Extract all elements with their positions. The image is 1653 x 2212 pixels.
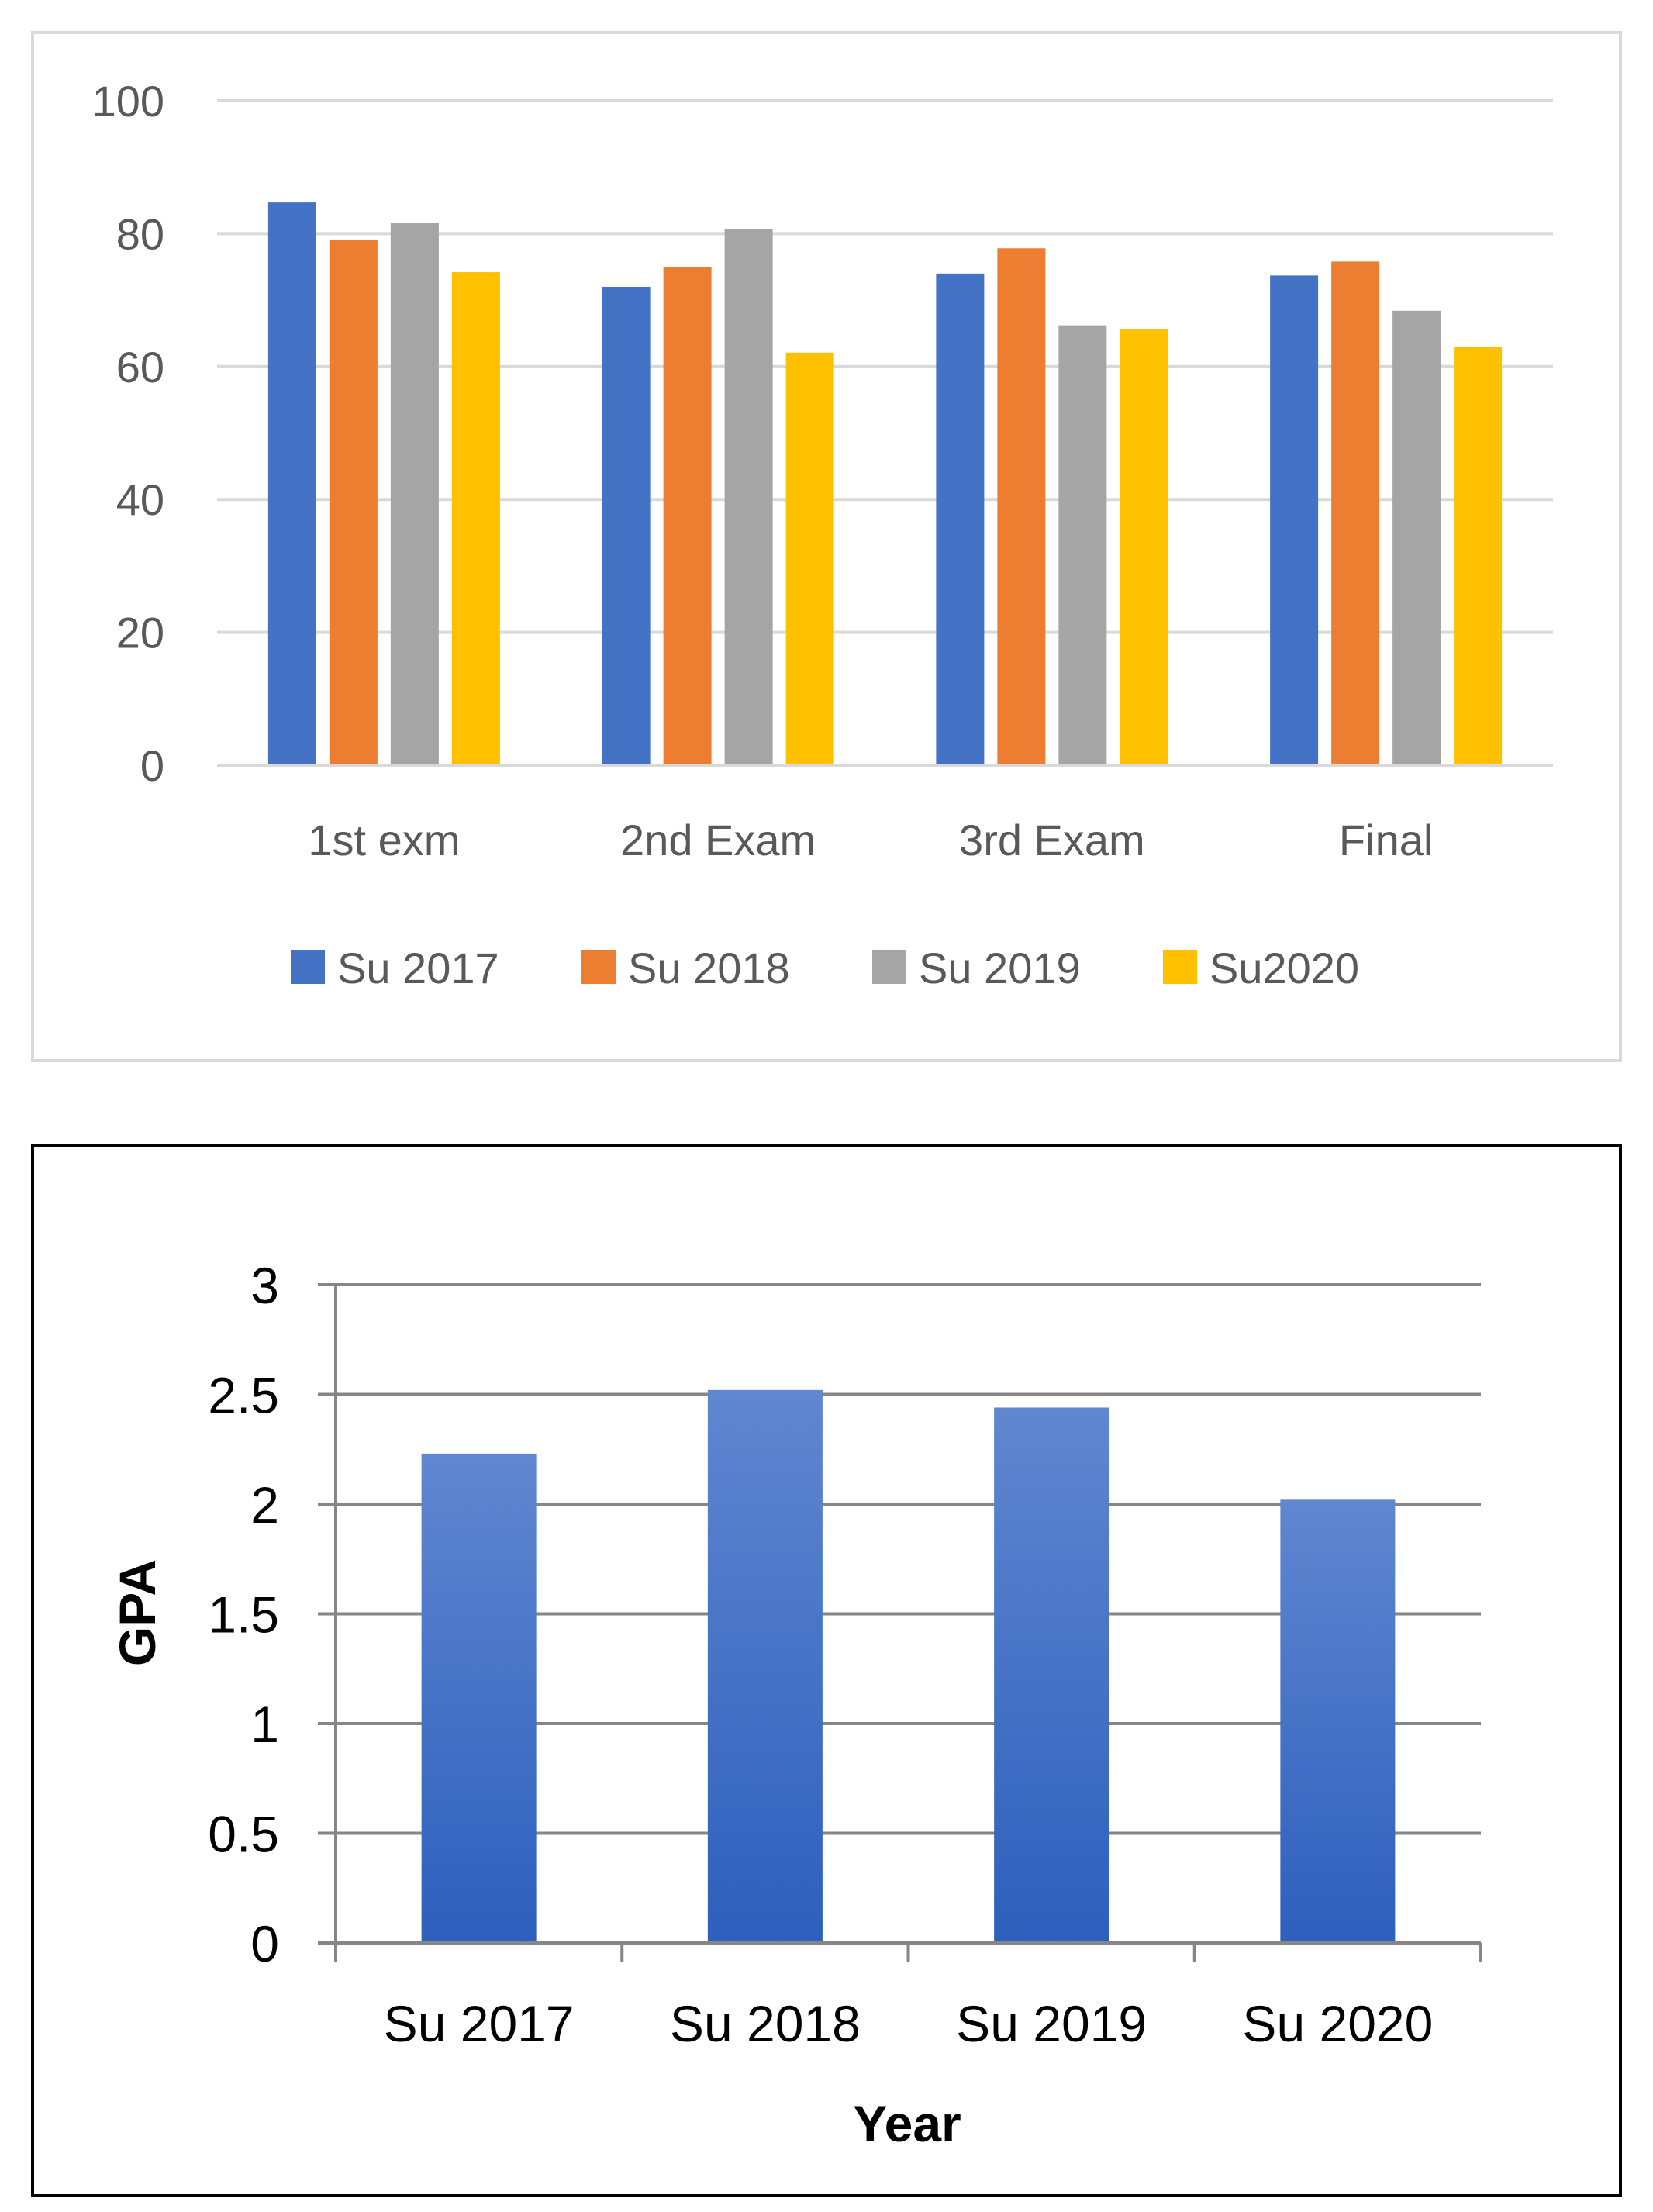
bar-su-2019-3rd-exam (1058, 325, 1107, 765)
bar-su2020-2nd-exam (785, 352, 834, 766)
x-tick-label: 2nd Exam (620, 816, 816, 864)
y-tick-label: 0 (250, 1915, 279, 1972)
bar-su-2018 (707, 1389, 823, 1943)
x-tick-label: Su 2017 (384, 1995, 575, 2052)
y-tick-label: 1 (250, 1696, 279, 1753)
y-tick-label: 1.5 (208, 1586, 279, 1644)
bar-su-2017-2nd-exam (602, 286, 651, 766)
bar-su2020-final (1454, 347, 1503, 765)
legend-label-su2020: Su2020 (1210, 944, 1359, 992)
legend-label-su-2018: Su 2018 (628, 944, 790, 992)
exam-scores-chart: 0 20 40 60 80 100 1st exm 2nd Exam 3rd Exam Final… (92, 77, 1553, 992)
x-tick-label: Su 2020 (1242, 1995, 1433, 2052)
bar-su-2018-2nd-exam (663, 267, 712, 765)
bar-su-2017 (421, 1453, 537, 1943)
bar-su-2017-final (1270, 275, 1319, 765)
y-tick-label: 60 (116, 343, 164, 392)
legend-swatch-su-2018 (581, 950, 616, 984)
bar-su2020-3rd-exam (1120, 328, 1168, 765)
bar-su-2017-1st-exm (267, 202, 316, 766)
y-tick-label: 0 (140, 741, 164, 790)
bar-su-2018-final (1331, 261, 1380, 765)
x-tick-label: Final (1339, 816, 1433, 864)
bar-su-2020 (1280, 1499, 1396, 1943)
y-tick-label: 0.5 (208, 1806, 279, 1863)
x-tick-label: 1st exm (308, 816, 460, 864)
legend-label-su-2019: Su 2019 (919, 944, 1081, 992)
y-tick-label: 2.5 (208, 1367, 279, 1424)
y-axis-title: GPA (109, 1559, 166, 1666)
bar-su-2019-final (1392, 310, 1441, 765)
legend-swatch-su-2019 (872, 950, 906, 984)
y-tick-label: 80 (116, 209, 164, 258)
legend-label-su-2017: Su 2017 (337, 944, 499, 992)
bar-su-2018-1st-exm (329, 240, 378, 766)
x-tick-label: Su 2018 (670, 1995, 861, 2052)
bar-su-2019-2nd-exam (724, 229, 773, 765)
x-tick-label: 3rd Exam (959, 816, 1145, 864)
bar-su2020-1st-exm (451, 272, 500, 766)
bar-su-2017-3rd-exam (936, 273, 985, 765)
y-tick-label: 20 (116, 609, 164, 657)
x-tick-label: Su 2019 (956, 1995, 1147, 2052)
bar-su-2019 (994, 1407, 1109, 1943)
y-tick-label: 100 (92, 77, 164, 126)
x-axis-title: Year (853, 2095, 961, 2152)
y-tick-label: 3 (250, 1257, 279, 1314)
legend-swatch-su2020 (1163, 950, 1197, 984)
bar-su-2019-1st-exm (390, 223, 439, 765)
y-tick-label: 2 (250, 1476, 279, 1534)
bar-su-2018-3rd-exam (997, 248, 1046, 765)
legend-swatch-su-2017 (291, 950, 325, 984)
y-tick-label: 40 (116, 475, 164, 524)
